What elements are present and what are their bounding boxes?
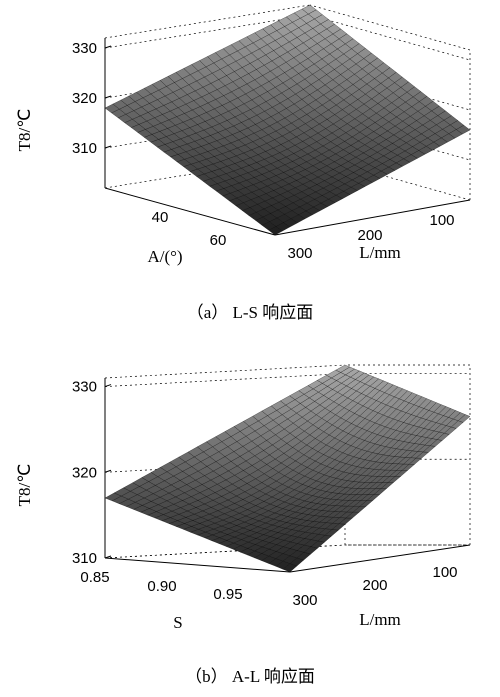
y-tick-label: 0.90 xyxy=(147,578,176,595)
surface-mesh xyxy=(104,364,471,573)
y-tick-label: 0.85 xyxy=(80,569,109,586)
caption-a: （a） L-S 响应面 xyxy=(186,303,314,322)
y-tick-label: 0.95 xyxy=(213,586,242,603)
x-tick-label: 100 xyxy=(429,212,454,229)
z-tick-mark xyxy=(104,45,112,49)
y-axis-line xyxy=(104,187,276,236)
surface-chart-a: 310 320 330 100 200 300 40 60 L/mm A/(°) T8/℃ （a） … xyxy=(0,0,500,340)
box-edge-top-left xyxy=(104,364,346,379)
y-tick-label: 60 xyxy=(210,232,227,249)
x-axis-line xyxy=(274,199,471,236)
z-grid-line xyxy=(104,544,470,559)
x-tick-label: 100 xyxy=(432,564,457,581)
surface-cell xyxy=(301,4,317,15)
surface-plot-a: 310 320 330 100 200 300 40 60 L/mm A/(°) T8/℃ xyxy=(15,4,471,266)
z-tick-label: 310 xyxy=(72,550,97,567)
z-tick-mark xyxy=(104,95,112,99)
y-axis-label: S xyxy=(173,613,182,632)
z-tick-label: 310 xyxy=(72,140,97,157)
x-axis-line xyxy=(289,544,471,573)
y-axis-line xyxy=(104,557,291,573)
z-tick-label: 320 xyxy=(72,90,97,107)
surface-cell xyxy=(335,364,351,373)
z-tick-mark xyxy=(104,145,112,149)
x-axis-label: L/mm xyxy=(359,610,401,629)
axes-box xyxy=(104,4,471,236)
y-tick-label: 40 xyxy=(152,209,169,226)
caption-b: （b） A-L 响应面 xyxy=(185,667,315,686)
surface-plot-b: 310 320 330 100 200 300 0.85 0.90 0.95 L/mm S T8/℃ xyxy=(15,364,471,632)
surface-chart-b: 310 320 330 100 200 300 0.85 0.90 0.95 L/mm S T8/℃ … xyxy=(0,350,500,697)
x-tick-label: 200 xyxy=(357,227,382,244)
x-tick-label: 300 xyxy=(292,592,317,609)
z-axis-label: T8/℃ xyxy=(15,109,34,152)
z-tick-mark xyxy=(104,469,112,473)
z-tick-label: 320 xyxy=(72,464,97,481)
z-tick-mark xyxy=(104,384,112,388)
x-tick-label: 200 xyxy=(362,577,387,594)
x-axis-label: L/mm xyxy=(359,243,401,262)
surface-mesh xyxy=(104,4,471,236)
z-tick-mark xyxy=(104,555,112,559)
y-axis-label: A/(°) xyxy=(147,247,182,266)
z-axis-label: T8/℃ xyxy=(15,464,34,507)
x-tick-label: 300 xyxy=(287,245,312,262)
z-tick-label: 330 xyxy=(72,379,97,396)
z-tick-label: 330 xyxy=(72,40,97,57)
z-grid-line xyxy=(104,373,470,387)
